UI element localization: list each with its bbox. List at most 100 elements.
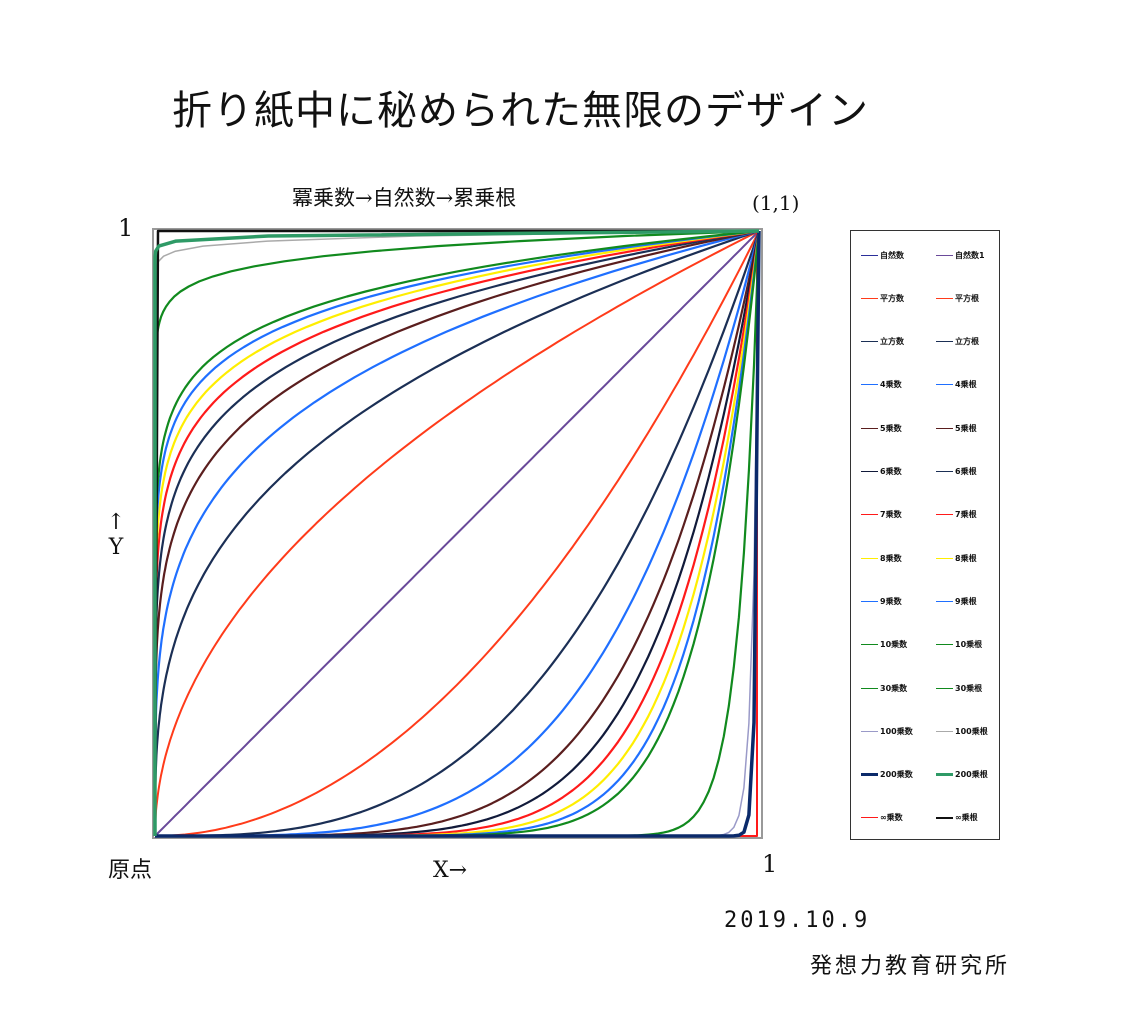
- legend-label: 自然数1: [955, 250, 985, 260]
- legend-row: 30乗数 30乗根: [851, 680, 1001, 696]
- legend-item: 4乗根: [936, 377, 977, 393]
- legend-item: 30乗根: [936, 680, 982, 696]
- legend-swatch: [861, 730, 878, 732]
- legend-swatch: [936, 600, 953, 602]
- legend-item: 4乗数: [861, 377, 902, 393]
- legend-swatch: [861, 687, 878, 689]
- legend-swatch: [861, 600, 878, 602]
- curve-平方数: [155, 230, 760, 837]
- legend-row: 7乗数 7乗根: [851, 507, 1001, 523]
- legend-label: 7乗根: [955, 510, 977, 520]
- corner-coordinate-label: (1,1): [752, 191, 800, 215]
- legend-row: 6乗数 6乗根: [851, 464, 1001, 480]
- legend-label: 立方根: [955, 337, 979, 347]
- legend-swatch: [936, 471, 953, 472]
- legend-swatch: [936, 341, 953, 343]
- curve-group: [153, 229, 761, 838]
- legend-swatch: [936, 297, 953, 299]
- legend-label: 6乗根: [955, 467, 977, 476]
- legend-item: 9乗根: [936, 593, 977, 609]
- curve-立方数: [155, 230, 761, 838]
- curve-立方根: [153, 229, 760, 836]
- legend-label: 9乗数: [880, 596, 902, 606]
- legend-item: 6乗数: [861, 464, 902, 480]
- legend-row: 8乗数 8乗根: [851, 550, 1001, 566]
- legend-swatch: [861, 817, 878, 819]
- legend-label: 5乗根: [955, 423, 977, 433]
- x-axis-max-label: 1: [762, 850, 778, 878]
- legend-item: 10乗根: [936, 637, 982, 653]
- legend-label: 8乗根: [955, 553, 977, 563]
- legend-item: 5乗根: [936, 420, 977, 436]
- legend-swatch: [936, 254, 953, 256]
- legend-label: 自然数: [880, 250, 904, 260]
- legend-item: 10乗数: [861, 637, 907, 653]
- legend-swatch: [936, 730, 953, 732]
- legend-label: ∞乗数: [880, 813, 903, 823]
- legend-row: 9乗数 9乗根: [851, 593, 1001, 609]
- legend-item: 7乗根: [936, 507, 977, 523]
- legend-swatch: [861, 341, 878, 343]
- legend-item: 自然数1: [936, 247, 985, 263]
- legend-item: 9乗数: [861, 593, 902, 609]
- legend-label: 4乗数: [880, 380, 902, 390]
- legend-item: 8乗数: [861, 550, 902, 566]
- legend-swatch: [936, 816, 953, 819]
- y-axis-letter: Y: [108, 535, 124, 561]
- legend-swatch: [861, 384, 878, 386]
- legend-row: 平方数 平方根: [851, 290, 1001, 306]
- legend-item: 7乗数: [861, 507, 902, 523]
- legend-label: 10乗根: [955, 640, 983, 650]
- up-arrow-icon: ↑: [106, 510, 126, 535]
- legend-swatch: [936, 773, 953, 777]
- curve-200乗根: [153, 229, 760, 836]
- legend-swatch: [936, 384, 953, 386]
- legend-item: 立方根: [936, 334, 979, 350]
- legend-swatch: [861, 254, 878, 256]
- legend-item: 100乗根: [936, 723, 988, 739]
- legend-swatch: [861, 297, 878, 299]
- legend-row: 10乗数 10乗根: [851, 637, 1001, 653]
- legend-item: 100乗数: [861, 723, 913, 739]
- legend-item: 5乗数: [861, 420, 902, 436]
- legend-swatch: [861, 557, 878, 559]
- y-axis-max-label: 1: [118, 214, 134, 242]
- legend-swatch: [861, 471, 878, 472]
- legend-label: 30乗根: [955, 683, 983, 693]
- legend-swatch: [936, 427, 953, 429]
- legend-swatch: [936, 687, 953, 689]
- legend-label: 4乗根: [955, 380, 977, 390]
- x-axis-label: X→: [433, 858, 468, 883]
- legend-swatch: [936, 514, 953, 516]
- page-title: 折り紙中に秘められた無限のデザイン: [172, 88, 869, 134]
- legend-label: 100乗数: [880, 726, 913, 736]
- legend-row: 立方数 立方根: [851, 334, 1001, 350]
- legend-item: 200乗数: [861, 767, 913, 783]
- legend-item: 自然数: [861, 247, 904, 263]
- legend-item: 8乗根: [936, 550, 977, 566]
- legend-label: 200乗根: [955, 770, 988, 780]
- legend-row: 4乗数 4乗根: [851, 377, 1001, 393]
- legend-swatch: [861, 644, 878, 646]
- origin-label: 原点: [108, 858, 153, 883]
- legend-label: 10乗数: [880, 640, 908, 650]
- legend-row: 5乗数 5乗根: [851, 420, 1001, 436]
- organization-label: 発想力教育研究所: [810, 954, 1011, 979]
- legend-label: 6乗数: [880, 467, 902, 476]
- legend-label: 9乗根: [955, 596, 977, 606]
- legend-row: 自然数 自然数1: [851, 247, 1001, 263]
- legend-item: 200乗根: [936, 767, 988, 783]
- legend-swatch: [936, 644, 953, 646]
- legend-label: 5乗数: [880, 423, 902, 433]
- legend-label: 30乗数: [880, 683, 908, 693]
- legend-row: 200乗数 200乗根: [851, 767, 1001, 783]
- y-axis-label: ↑ Y: [104, 510, 128, 561]
- chart-subtitle: 冪乗数→自然数→累乗根: [292, 186, 517, 210]
- legend-label: 平方数: [880, 293, 904, 303]
- legend-item: 立方数: [861, 334, 904, 350]
- legend-item: 平方数: [861, 290, 904, 306]
- legend-row: 100乗数 100乗根: [851, 723, 1001, 739]
- legend-swatch: [936, 557, 953, 559]
- curve-平方根: [154, 230, 760, 836]
